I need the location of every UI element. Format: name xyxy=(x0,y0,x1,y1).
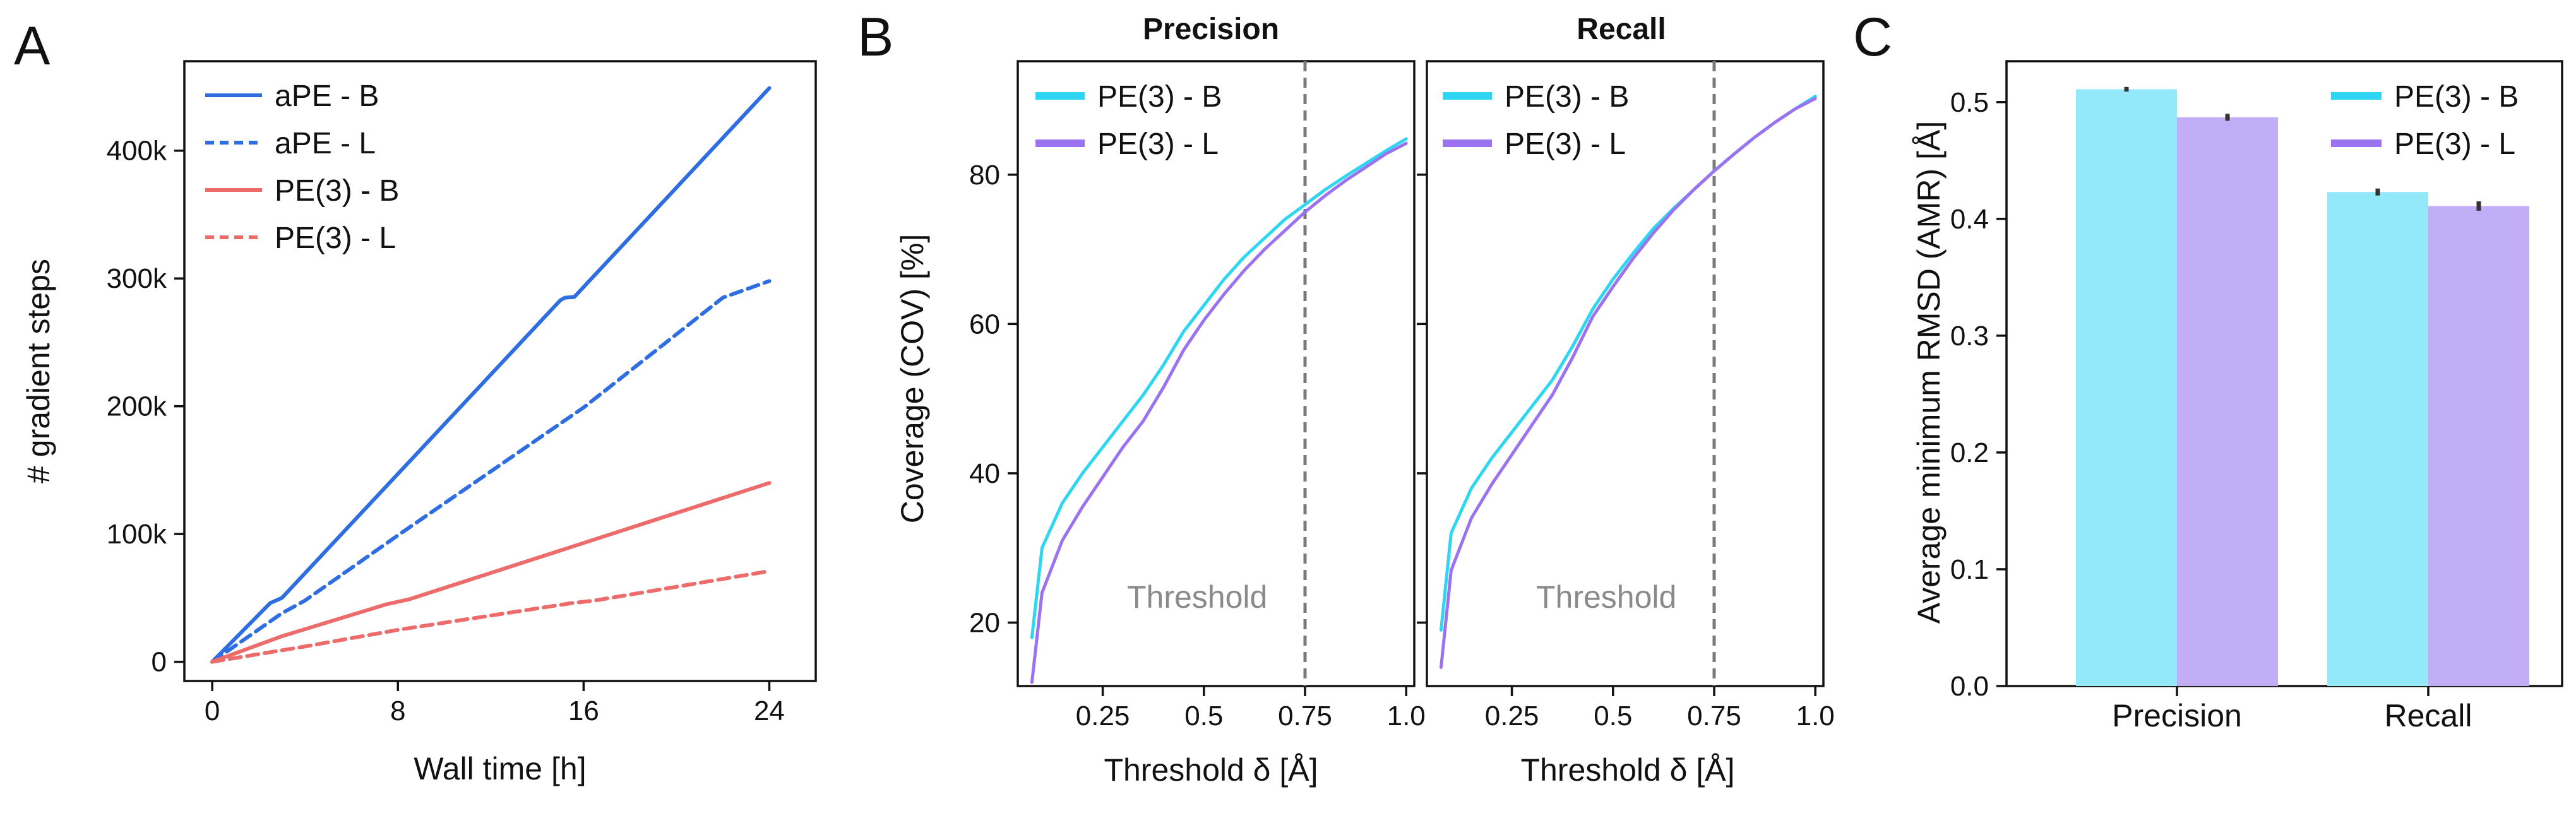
legend-label: PE(3) - B xyxy=(1097,80,1222,114)
c-y-tick-label: 0.1 xyxy=(1950,554,1989,585)
series-line-pe-3-b xyxy=(1439,95,1817,632)
panel-label-a: A xyxy=(14,16,51,76)
b2-x-tick-label: 0.25 xyxy=(1485,701,1539,731)
panel-b-precision-x-axis-label: Threshold δ [Å] xyxy=(1104,752,1318,788)
panel-b-precision-chart: Precision 0.25 0.5 0.75 1.0 20 40 60 80 Thresh… xyxy=(895,13,1426,788)
panel-b-recall-x-axis-label: Threshold δ [Å] xyxy=(1520,752,1734,788)
panel-b-precision-legend: PE(3) - B PE(3) - L xyxy=(1035,80,1222,161)
panel-b-recall-x-ticks: 0.25 0.5 0.75 1.0 xyxy=(1485,686,1835,731)
panel-b-y-axis-label: Coverage (COV) [%] xyxy=(895,234,930,523)
c-y-tick-label: 0.3 xyxy=(1950,321,1989,352)
legend-label: PE(3) - L xyxy=(1505,127,1626,161)
panel-a-x-ticks: 0 8 16 24 xyxy=(205,681,785,726)
threshold-annotation: Threshold xyxy=(1536,579,1676,615)
bar-precision-pe-3-b xyxy=(2076,89,2177,687)
panel-a-chart: 0 8 16 24 0 100k 200k 300k 400k aPE - B aPE - L P… xyxy=(21,60,817,786)
bar-recall-pe-3-b xyxy=(2327,192,2428,687)
a-y-tick-label: 0 xyxy=(152,647,167,678)
a-y-tick-label: 100k xyxy=(107,519,167,550)
a-y-tick-label: 400k xyxy=(107,136,167,167)
a-y-tick-label: 300k xyxy=(107,263,167,294)
bar-recall-pe-3-l xyxy=(2428,206,2529,686)
series-line-pe-3-b xyxy=(210,481,772,664)
b1-x-tick-label: 0.75 xyxy=(1278,701,1332,731)
b1-x-tick-label: 0.5 xyxy=(1184,701,1223,731)
panel-a-x-axis-label: Wall time [h] xyxy=(414,751,586,786)
series-line-pe-3-b xyxy=(1030,137,1408,639)
b1-y-tick-label: 60 xyxy=(969,309,1000,340)
series-line-pe-3-l xyxy=(1439,97,1817,669)
panel-b-precision-title: Precision xyxy=(1143,13,1279,46)
panel-c-legend: PE(3) - B PE(3) - L xyxy=(2331,80,2519,161)
panel-b-precision-series-lines xyxy=(1030,137,1408,684)
panel-b-recall-title: Recall xyxy=(1577,13,1666,46)
b1-y-tick-label: 20 xyxy=(969,607,1000,638)
legend-label: PE(3) - L xyxy=(275,222,396,255)
panel-c-x-ticks: Precision Recall xyxy=(2112,686,2472,733)
panel-c-axes-frame xyxy=(2005,60,2563,687)
b1-y-tick-label: 40 xyxy=(969,458,1000,489)
b1-y-tick-label: 80 xyxy=(969,160,1000,191)
series-line-ape-b xyxy=(210,86,772,664)
series-line-pe-3-l xyxy=(210,569,772,664)
b2-x-tick-label: 0.5 xyxy=(1594,701,1632,731)
a-x-tick-label: 0 xyxy=(205,696,220,726)
panel-b-recall-y-ticks xyxy=(1417,174,1427,624)
panel-c-error-bars xyxy=(2124,86,2481,211)
panel-a-y-axis-label: # gradient steps xyxy=(21,259,56,483)
c-y-tick-label: 0.5 xyxy=(1950,87,1989,118)
panel-c-chart: 0.0 0.1 0.2 0.3 0.4 0.5 Precision Recall PE(3)… xyxy=(1911,60,2563,733)
legend-label: PE(3) - B xyxy=(1505,80,1629,114)
panel-b-precision-y-ticks: 20 40 60 80 xyxy=(969,160,1018,638)
panel-b-precision-axes-frame xyxy=(1017,60,1416,687)
c-y-tick-label: 0.0 xyxy=(1950,671,1989,702)
panel-b-recall-axes-frame xyxy=(1426,60,1825,687)
legend-label: PE(3) - B xyxy=(2394,80,2519,114)
c-category-label: Precision xyxy=(2112,698,2242,733)
legend-label: PE(3) - L xyxy=(1097,127,1219,161)
panel-c-y-axis-label: Average minimum RMSD (AMR) [Å] xyxy=(1911,121,1947,624)
panel-a-y-ticks: 0 100k 200k 300k 400k xyxy=(107,136,184,678)
b2-x-tick-label: 1.0 xyxy=(1796,701,1835,731)
a-y-tick-label: 200k xyxy=(107,391,167,422)
b1-x-tick-label: 0.25 xyxy=(1076,701,1130,731)
panel-b-recall-threshold: Threshold xyxy=(1536,61,1716,686)
c-category-label: Recall xyxy=(2385,698,2472,733)
legend-label: aPE - B xyxy=(275,80,379,113)
a-x-tick-label: 16 xyxy=(568,696,599,726)
panel-a-axes-frame xyxy=(183,60,817,682)
panel-b-precision-threshold: Threshold xyxy=(1127,61,1307,686)
a-x-tick-label: 24 xyxy=(754,696,785,726)
b2-x-tick-label: 0.75 xyxy=(1687,701,1741,731)
panel-b-precision-x-ticks: 0.25 0.5 0.75 1.0 xyxy=(1076,686,1426,731)
panel-b-recall-chart: Recall 0.25 0.5 0.75 1.0 Threshold PE(3) - … xyxy=(1417,13,1835,788)
a-x-tick-label: 8 xyxy=(390,696,405,726)
panel-c-bars xyxy=(2076,89,2529,687)
panel-c-y-ticks: 0.0 0.1 0.2 0.3 0.4 0.5 xyxy=(1950,87,2007,702)
legend-label: PE(3) - B xyxy=(275,174,399,208)
b1-x-tick-label: 1.0 xyxy=(1387,701,1426,731)
panel-a-legend: aPE - B aPE - L PE(3) - B PE(3) - L xyxy=(205,80,399,255)
series-line-ape-l xyxy=(210,279,772,664)
panel-b-recall-legend: PE(3) - B PE(3) - L xyxy=(1443,80,1629,161)
panel-label-c: C xyxy=(1853,7,1892,68)
threshold-annotation: Threshold xyxy=(1127,579,1267,615)
panel-a-series-lines xyxy=(210,86,772,664)
legend-label: PE(3) - L xyxy=(2394,127,2515,161)
bar-precision-pe-3-l xyxy=(2177,117,2278,686)
c-y-tick-label: 0.4 xyxy=(1950,204,1989,235)
panel-label-b: B xyxy=(857,7,893,68)
panel-b-recall-series-lines xyxy=(1439,95,1817,669)
c-y-tick-label: 0.2 xyxy=(1950,437,1989,468)
series-line-pe-3-l xyxy=(1030,141,1408,684)
legend-label: aPE - L xyxy=(275,127,376,160)
